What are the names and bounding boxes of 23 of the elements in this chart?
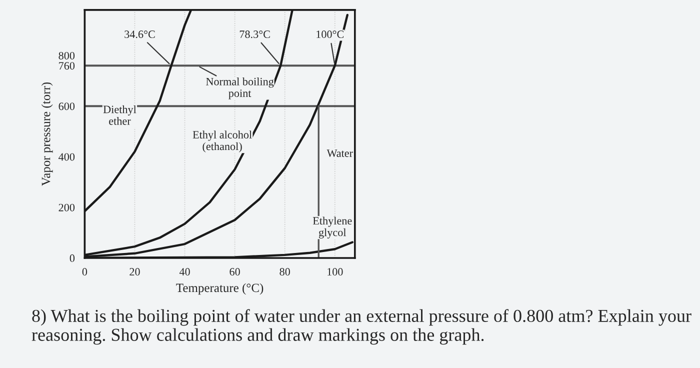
x-tick-label: 80 <box>280 268 290 276</box>
text: Water <box>326 150 353 158</box>
y-tick-label: 760 <box>59 62 75 70</box>
y-tick-label: 0 <box>70 254 75 262</box>
y-tick-label: 400 <box>58 153 75 161</box>
series-label: Ethylene glycol <box>312 216 352 238</box>
y-tick-label: 800 <box>58 52 75 60</box>
x-tick-label: 20 <box>130 268 140 276</box>
y-tick-label: 200 <box>58 204 75 212</box>
x-tick-label: 0 <box>82 268 88 276</box>
x-tick-label: 100 <box>328 268 343 276</box>
y-axis-title: Vapor pressure (torr) <box>41 82 53 186</box>
annotation: 34.6°C <box>124 30 155 38</box>
ref-line-label: Normal boiling point <box>206 78 274 100</box>
x-tick-label: 60 <box>230 268 240 276</box>
annotation: 100°C <box>316 30 344 38</box>
text: 8) What is the boiling point of water under an external pressure of 0.800 atm? Explain your reasoning. Show calculations and draw markings on the graph. <box>32 309 692 345</box>
x-axis-title: Temperature (°C) <box>176 283 264 295</box>
series-label: Ethyl alcohol (ethanol) <box>192 130 252 152</box>
annotation: 78.3°C <box>240 30 270 38</box>
series-label: Diethyl ether <box>103 105 136 125</box>
y-tick-label: 600 <box>58 102 75 110</box>
x-tick-label: 40 <box>179 268 190 276</box>
